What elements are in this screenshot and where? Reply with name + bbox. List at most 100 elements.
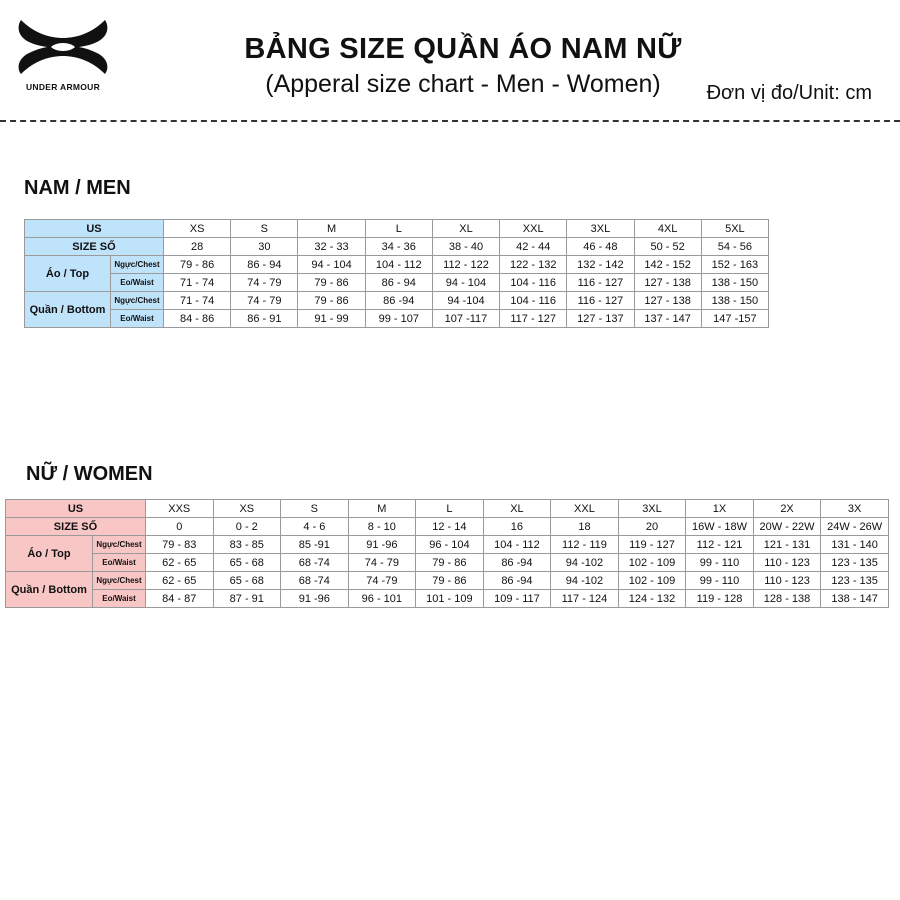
table-row-us: US XXS XS S M L XL XXL 3XL 1X 2X 3X: [5, 499, 889, 518]
size-cell: M: [297, 219, 366, 238]
size-cell: 142 - 152: [633, 255, 702, 274]
size-cell: 104 - 116: [499, 291, 568, 310]
size-cell: 94 -102: [550, 571, 619, 590]
size-cell: 38 - 40: [431, 237, 501, 256]
size-cell: 127 - 138: [633, 291, 702, 310]
size-cell: 104 - 112: [364, 255, 433, 274]
measure-label: Ngực/Chest: [110, 255, 164, 274]
size-cell: 5XL: [700, 219, 770, 238]
size-cell: 16W - 18W: [685, 517, 754, 536]
men-size-table: US XS S M L XL XXL 3XL 4XL 5XL SIZE SỐ 28 30 32 - 33 3…: [24, 219, 770, 328]
size-cell: 91 - 99: [297, 309, 366, 328]
size-cell: XXL: [499, 219, 568, 238]
size-cell: 99 - 110: [685, 553, 754, 572]
size-cell: 79 - 86: [297, 291, 366, 310]
size-cell: XL: [431, 219, 501, 238]
table-row-bottom-waist: Eo/Waist 84 - 87 87 - 91 91 -96 96 - 101 101 …: [6, 589, 889, 608]
size-cell: 84 - 86: [162, 309, 232, 328]
size-cell: 4XL: [633, 219, 702, 238]
row-label: SIZE SỐ: [24, 237, 164, 256]
size-cell: 122 - 132: [499, 255, 568, 274]
size-cell: 96 - 101: [347, 589, 417, 608]
size-cell: 79 - 86: [415, 571, 484, 590]
table-row-bottom-waist: Eo/Waist 84 - 86 86 - 91 91 - 99 99 - 107 107…: [25, 309, 770, 328]
size-cell: 86 - 91: [230, 309, 299, 328]
size-cell: 86 -94: [482, 571, 552, 590]
page-title: BẢNG SIZE QUẦN ÁO NAM NỮ: [244, 33, 682, 65]
size-cell: 137 - 147: [633, 309, 702, 328]
size-cell: 116 - 127: [566, 291, 635, 310]
size-cell: 32 - 33: [297, 237, 366, 256]
size-cell: 132 - 142: [566, 255, 635, 274]
table-row-top-chest: Áo / Top Ngực/Chest 79 - 83 83 - 85 85 -91 91…: [5, 535, 889, 572]
size-cell: 79 - 86: [415, 553, 484, 572]
size-cell: 0: [145, 517, 214, 536]
size-cell: 112 - 121: [685, 535, 754, 554]
group-label: Quần / Bottom: [24, 291, 111, 328]
size-cell: 104 - 116: [499, 273, 568, 292]
size-cell: XL: [482, 499, 552, 518]
size-cell: 99 - 107: [364, 309, 433, 328]
size-cell: 94 - 104: [297, 255, 366, 274]
size-cell: 104 - 112: [482, 535, 552, 554]
size-cell: 3XL: [566, 219, 635, 238]
size-cell: 18: [550, 517, 619, 536]
table-row-top-waist: Eo/Waist 71 - 74 74 - 79 79 - 86 86 - 94 94 -…: [25, 273, 770, 292]
page-subtitle: (Apperal size chart - Men - Women): [265, 70, 661, 98]
size-cell: 91 -96: [347, 535, 417, 554]
size-cell: 138 - 147: [820, 589, 889, 608]
table-row-bottom-chest: Quần / Bottom Ngực/Chest 62 - 65 65 - 68 68 …: [5, 571, 889, 608]
size-cell: 3XL: [617, 499, 687, 518]
size-cell: 107 -117: [431, 309, 501, 328]
size-cell: M: [347, 499, 417, 518]
size-cell: 4 - 6: [280, 517, 349, 536]
size-cell: 74 - 79: [230, 291, 299, 310]
size-cell: L: [415, 499, 484, 518]
size-cell: 94 -102: [550, 553, 619, 572]
size-cell: 117 - 127: [499, 309, 568, 328]
size-cell: 138 - 150: [700, 273, 770, 292]
size-cell: 102 - 109: [617, 553, 687, 572]
size-cell: 74 -79: [347, 571, 417, 590]
measure-label: Eo/Waist: [110, 309, 164, 328]
size-cell: 110 - 123: [752, 571, 822, 590]
size-cell: 79 - 86: [162, 255, 232, 274]
group-label: Áo / Top: [24, 255, 111, 292]
measure-label: Eo/Waist: [92, 553, 146, 572]
size-cell: 62 - 65: [145, 571, 214, 590]
measure-label: Eo/Waist: [110, 273, 164, 292]
size-cell: 86 -94: [364, 291, 433, 310]
size-cell: 16: [482, 517, 552, 536]
size-cell: 42 - 44: [499, 237, 568, 256]
row-label: SIZE SỐ: [5, 517, 146, 536]
size-cell: 2X: [752, 499, 822, 518]
size-cell: 0 - 2: [212, 517, 282, 536]
size-cell: 94 -104: [431, 291, 501, 310]
measure-label: Ngực/Chest: [92, 535, 146, 554]
size-cell: 83 - 85: [212, 535, 282, 554]
size-cell: 91 -96: [280, 589, 349, 608]
row-label: US: [5, 499, 146, 518]
group-label: Áo / Top: [5, 535, 93, 572]
size-cell: 131 - 140: [820, 535, 889, 554]
size-cell: 28: [162, 237, 232, 256]
size-cell: 123 - 135: [820, 571, 889, 590]
size-cell: 123 - 135: [820, 553, 889, 572]
size-cell: 147 -157: [700, 309, 770, 328]
size-cell: 128 - 138: [752, 589, 822, 608]
size-cell: 65 - 68: [212, 553, 282, 572]
table-row-size-so: SIZE SỐ 28 30 32 - 33 34 - 36 38 - 40 42 - 44 4…: [24, 237, 770, 256]
measure-label: Eo/Waist: [92, 589, 146, 608]
table-row-us: US XS S M L XL XXL 3XL 4XL 5XL: [24, 219, 770, 238]
size-cell: 20W - 22W: [752, 517, 822, 536]
group-label: Quần / Bottom: [5, 571, 93, 608]
size-cell: 127 - 137: [566, 309, 635, 328]
size-cell: 86 - 94: [364, 273, 433, 292]
unit-label: Đơn vị đo/Unit: cm: [706, 82, 872, 104]
size-cell: 109 - 117: [482, 589, 552, 608]
size-cell: 138 - 150: [700, 291, 770, 310]
men-heading: NAM / MEN: [24, 177, 131, 199]
under-armour-logo-icon: [18, 20, 108, 74]
size-cell: 68 -74: [280, 571, 349, 590]
